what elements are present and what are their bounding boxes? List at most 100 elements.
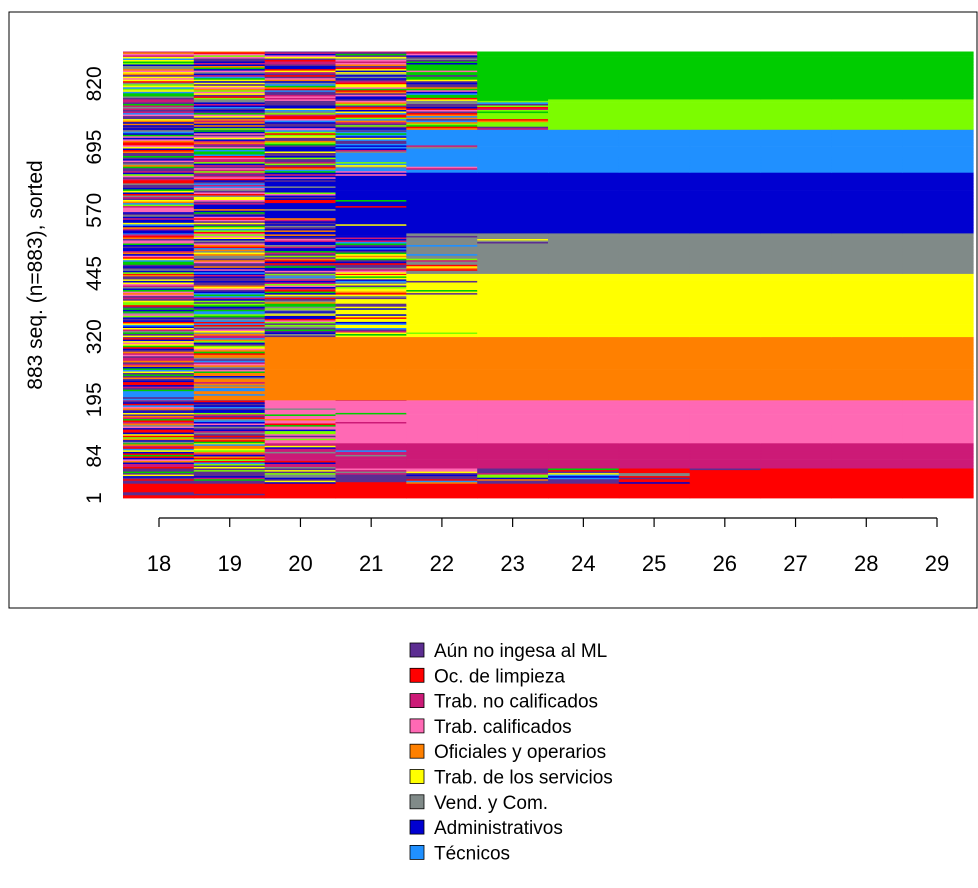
sequence-cell bbox=[264, 342, 337, 345]
sequence-cell bbox=[548, 274, 620, 277]
sequence-cell bbox=[689, 292, 762, 295]
sequence-cell bbox=[264, 243, 337, 245]
sequence-cell bbox=[618, 181, 691, 184]
sequence-cell bbox=[477, 457, 549, 460]
sequence-cell bbox=[477, 307, 549, 310]
sequence-cell bbox=[123, 228, 195, 231]
sequence-cell bbox=[406, 169, 478, 172]
sequence-cell bbox=[760, 463, 832, 466]
sequence-cell bbox=[760, 380, 832, 383]
sequence-cell bbox=[831, 234, 903, 236]
sequence-cell bbox=[193, 93, 266, 95]
sequence-cell bbox=[264, 321, 337, 324]
sequence-cell bbox=[831, 352, 903, 355]
sequence-cell bbox=[618, 68, 691, 71]
sequence-cell bbox=[760, 396, 832, 399]
sequence-cell bbox=[477, 132, 549, 135]
sequence-cell bbox=[406, 442, 478, 445]
sequence-cell bbox=[618, 339, 691, 342]
sequence-cell bbox=[902, 303, 974, 306]
sequence-cell bbox=[831, 64, 903, 66]
sequence-cell bbox=[902, 365, 974, 367]
sequence-cell bbox=[902, 102, 974, 104]
sequence-cell bbox=[193, 265, 266, 268]
sequence-cell bbox=[477, 88, 549, 91]
sequence-cell bbox=[193, 210, 266, 213]
sequence-cell bbox=[406, 223, 478, 226]
sequence-cell bbox=[123, 161, 195, 164]
sequence-cell bbox=[193, 163, 266, 166]
sequence-cell bbox=[548, 195, 620, 197]
sequence-cell bbox=[548, 495, 620, 497]
sequence-cell bbox=[689, 225, 762, 228]
sequence-cell bbox=[477, 462, 549, 464]
sequence-cell bbox=[902, 282, 974, 284]
sequence-cell bbox=[477, 432, 549, 435]
sequence-cell bbox=[123, 80, 195, 83]
sequence-cell bbox=[477, 442, 549, 445]
sequence-cell bbox=[123, 309, 195, 312]
sequence-cell bbox=[902, 330, 974, 333]
sequence-cell bbox=[123, 157, 195, 160]
sequence-cell bbox=[689, 102, 762, 104]
sequence-cell bbox=[406, 315, 478, 318]
sequence-cell bbox=[193, 181, 266, 184]
sequence-cell bbox=[831, 465, 903, 467]
sequence-cell bbox=[123, 55, 195, 57]
sequence-cell bbox=[689, 423, 762, 426]
sequence-cell bbox=[689, 315, 762, 318]
sequence-cell bbox=[689, 289, 762, 292]
sequence-cell bbox=[406, 429, 478, 432]
sequence-cell bbox=[193, 105, 266, 107]
sequence-cell bbox=[548, 332, 620, 334]
sequence-cell bbox=[264, 323, 337, 325]
sequence-cell bbox=[264, 118, 337, 121]
sequence-cell bbox=[902, 231, 974, 234]
sequence-cell bbox=[406, 466, 478, 469]
sequence-cell bbox=[902, 126, 974, 129]
sequence-cell bbox=[123, 169, 195, 172]
sequence-cell bbox=[689, 327, 762, 330]
sequence-cell bbox=[902, 93, 974, 95]
sequence-cell bbox=[689, 220, 762, 223]
sequence-cell bbox=[548, 383, 620, 386]
sequence-cell bbox=[193, 352, 266, 355]
sequence-cell bbox=[406, 469, 478, 472]
sequence-cell bbox=[335, 183, 407, 185]
sequence-cell bbox=[193, 432, 266, 435]
sequence-cell bbox=[123, 235, 195, 238]
sequence-cell bbox=[548, 187, 620, 190]
sequence-cell bbox=[123, 261, 195, 264]
sequence-cell bbox=[548, 320, 620, 322]
sequence-cell bbox=[548, 366, 620, 369]
sequence-cell bbox=[902, 343, 974, 346]
sequence-cell bbox=[123, 471, 195, 474]
sequence-cell bbox=[193, 274, 266, 277]
sequence-cell bbox=[123, 121, 195, 124]
sequence-cell bbox=[193, 58, 266, 60]
sequence-cell bbox=[618, 51, 691, 53]
sequence-cell bbox=[477, 351, 549, 354]
sequence-cell bbox=[902, 99, 974, 101]
sequence-cell bbox=[689, 374, 762, 376]
sequence-cell bbox=[264, 282, 337, 284]
sequence-cell bbox=[477, 129, 549, 131]
sequence-cell bbox=[831, 61, 903, 63]
y-tick-label: 84 bbox=[83, 444, 106, 468]
x-tick-label: 18 bbox=[147, 551, 171, 576]
sequence-cell bbox=[477, 323, 549, 325]
sequence-cell bbox=[831, 487, 903, 490]
sequence-cell bbox=[477, 355, 549, 358]
sequence-cell bbox=[831, 386, 903, 389]
sequence-cell bbox=[264, 227, 337, 229]
sequence-cell bbox=[689, 255, 762, 258]
sequence-cell bbox=[123, 466, 195, 469]
sequence-cell bbox=[335, 68, 407, 71]
sequence-cell bbox=[902, 230, 974, 232]
sequence-cell bbox=[902, 312, 974, 315]
sequence-cell bbox=[477, 238, 549, 241]
sequence-cell bbox=[264, 222, 337, 225]
sequence-cell bbox=[618, 93, 691, 95]
sequence-cell bbox=[406, 82, 478, 85]
sequence-cell bbox=[335, 375, 407, 378]
